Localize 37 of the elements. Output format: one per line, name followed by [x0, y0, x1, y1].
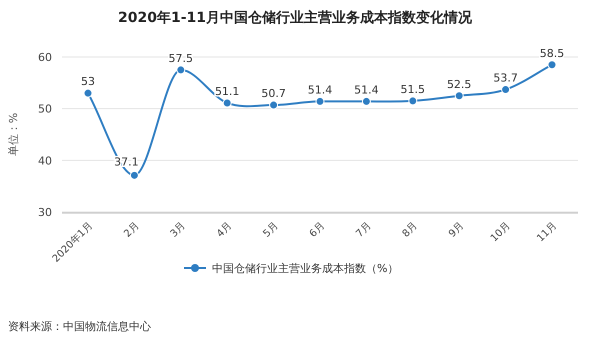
data-label: 52.5: [446, 78, 472, 91]
point: [316, 96, 324, 106]
data-label: 51.4: [308, 83, 332, 96]
point: [130, 170, 139, 180]
point: [548, 60, 556, 70]
point: [408, 96, 418, 106]
data-label: 53: [81, 75, 95, 88]
x-tick-label: 3月: [168, 220, 188, 240]
y-tick-label: 30: [38, 206, 52, 219]
data-label: 51.1: [214, 84, 240, 98]
data-label: 51.4: [354, 83, 379, 96]
x-tick-label: 2月: [122, 220, 142, 240]
x-tick-label: 10月: [488, 220, 513, 244]
x-tick-label: 8月: [400, 220, 420, 240]
x-tick-label: 7月: [354, 220, 374, 240]
point: [269, 100, 278, 110]
point: [454, 91, 464, 100]
x-tick-label: 5月: [261, 220, 281, 240]
x-tick-label: 6月: [308, 220, 328, 240]
point: [84, 88, 92, 98]
y-tick-label: 60: [38, 51, 52, 64]
y-axis-title: 单位：%: [7, 112, 20, 156]
x-tick-label: 9月: [446, 220, 466, 240]
data-label: 58.5: [540, 46, 564, 60]
x-tick-label: 4月: [214, 220, 234, 240]
text: 资料来源：中国物流信息中心: [8, 320, 151, 333]
y-tick-label: 50: [38, 102, 52, 116]
legend-label: 中国仓储行业主营业务成本指数（%）: [212, 262, 398, 275]
data-label: 51.5: [400, 82, 426, 96]
y-tick-label: 40: [38, 154, 52, 168]
x-tick-label: 11月: [535, 220, 560, 244]
point: [176, 65, 186, 74]
point: [362, 96, 371, 106]
data-label: 57.5: [168, 52, 194, 65]
chart-title: 2020年1-11月中国仓储行业主营业务成本指数变化情况: [118, 9, 473, 26]
data-label: 50.7: [261, 87, 286, 100]
data-label: 53.7: [493, 72, 518, 85]
